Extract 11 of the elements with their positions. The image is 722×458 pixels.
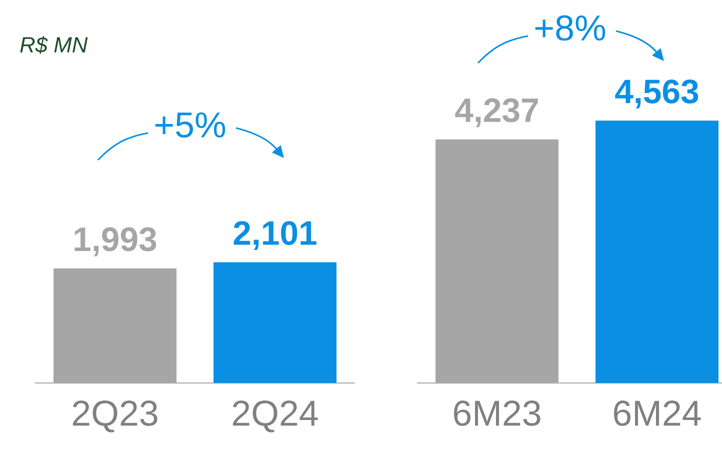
- x-tick-label: 6M23: [454, 400, 540, 426]
- data-label: 4,563: [615, 80, 698, 108]
- x-tick-label: 2Q23: [72, 400, 158, 432]
- text: R$ MN: [20, 36, 88, 54]
- x-tick-label: 2Q24: [232, 400, 318, 432]
- text: +5%: [155, 112, 226, 138]
- data-label: 4,237: [455, 98, 538, 128]
- x-tick-label: 6M24: [614, 400, 701, 426]
- data-label: 1,993: [74, 227, 156, 256]
- text: +8%: [535, 15, 606, 41]
- data-label: 2,101: [234, 221, 316, 250]
